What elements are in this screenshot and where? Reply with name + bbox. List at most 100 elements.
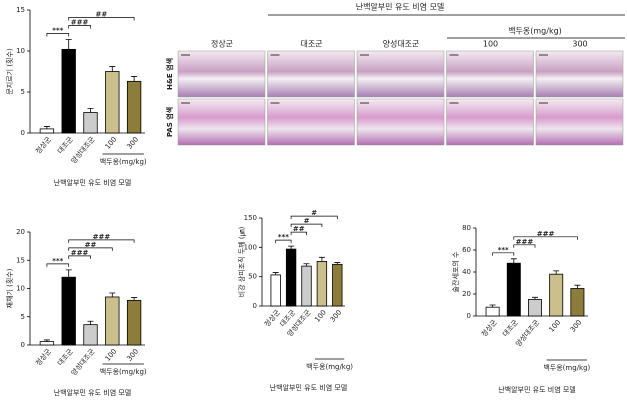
error-bar bbox=[65, 39, 72, 50]
significance-label: ## bbox=[293, 225, 305, 233]
error-bar bbox=[574, 284, 581, 289]
micrograph bbox=[446, 98, 534, 146]
bar bbox=[126, 80, 142, 134]
significance-label: # bbox=[304, 217, 310, 225]
y-tick-label: 10 bbox=[16, 285, 25, 293]
error-bar bbox=[532, 296, 538, 300]
group-label: 백두옹(mg/kg) bbox=[100, 157, 147, 166]
significance-bracket bbox=[46, 33, 70, 37]
significance-bracket bbox=[68, 17, 135, 21]
significance-bracket bbox=[290, 231, 307, 236]
error-bar bbox=[318, 256, 325, 262]
error-bar bbox=[288, 245, 295, 250]
x-tick-label: 100 bbox=[104, 347, 119, 362]
x-tick-label: 300 bbox=[125, 135, 140, 150]
x-axis-label: 난백알부민 유도 비염 모델 bbox=[498, 385, 576, 394]
bar bbox=[549, 273, 564, 317]
error-bar bbox=[87, 320, 94, 325]
histology-title: 난백알부민 유도 비염 모델 bbox=[356, 2, 445, 12]
y-tick-label: 0 bbox=[21, 129, 25, 137]
significance-bracket bbox=[513, 236, 578, 240]
y-tick-label: 40 bbox=[462, 268, 471, 276]
bar bbox=[506, 262, 521, 317]
significance-bracket bbox=[68, 247, 113, 251]
significance-label: ### bbox=[71, 249, 89, 257]
y-tick-label: 80 bbox=[462, 224, 471, 232]
significance-label: ## bbox=[85, 241, 97, 249]
error-bar bbox=[131, 297, 138, 301]
x-axis-label: 난백알부민 유도 비염 모델 bbox=[54, 388, 132, 397]
error-bar bbox=[334, 262, 341, 265]
significance-bracket bbox=[68, 255, 91, 259]
error-bar bbox=[87, 108, 94, 113]
y-tick-label: 0 bbox=[467, 312, 471, 320]
micrograph bbox=[177, 50, 266, 98]
error-bar bbox=[553, 270, 560, 275]
row-label: H&E 염색 bbox=[165, 58, 174, 90]
x-tick-label: 300 bbox=[125, 347, 140, 362]
column-label: 양성대조군 bbox=[383, 40, 420, 49]
x-tick-label: 대조군 bbox=[56, 135, 75, 155]
bar bbox=[570, 288, 585, 317]
error-bar bbox=[65, 269, 72, 278]
y-tick-label: 50 bbox=[248, 273, 257, 281]
micrograph bbox=[356, 50, 445, 98]
y-tick-label: 20 bbox=[462, 290, 471, 298]
group-label: 백두옹(mg/kg) bbox=[100, 367, 147, 376]
bar bbox=[332, 263, 343, 307]
bar bbox=[485, 306, 500, 317]
x-tick-label: 300 bbox=[569, 318, 584, 333]
error-bar bbox=[303, 263, 310, 267]
significance-label: ### bbox=[71, 19, 89, 27]
x-tick-label: 정상군 bbox=[34, 346, 54, 367]
significance-bracket bbox=[68, 25, 91, 29]
bar bbox=[316, 261, 328, 307]
micrograph bbox=[356, 98, 445, 146]
y-tick-label: 5 bbox=[21, 313, 25, 321]
y-tick-label: 0 bbox=[21, 341, 25, 349]
bar bbox=[126, 299, 142, 346]
x-tick-label: 100 bbox=[548, 318, 563, 333]
y-axis-label: 비강 상피조직 두께 (㎛) bbox=[237, 226, 247, 297]
error-bar bbox=[131, 76, 138, 82]
histology-group: 백두옹(mg/kg) bbox=[508, 26, 562, 36]
x-tick-label: 300 bbox=[329, 308, 344, 323]
y-tick-label: 20 bbox=[16, 228, 25, 236]
y-tick-label: 60 bbox=[462, 246, 471, 254]
bar bbox=[83, 112, 98, 134]
group-label: 백두옹(mg/kg) bbox=[306, 362, 353, 371]
bar bbox=[61, 48, 76, 134]
bar bbox=[528, 299, 542, 317]
error-bar bbox=[272, 272, 279, 275]
significance-label: *** bbox=[278, 233, 289, 241]
y-axis-label: 재채기 (횟수) bbox=[5, 268, 14, 308]
x-tick-label: 대조군 bbox=[501, 318, 520, 338]
error-bar bbox=[43, 339, 50, 342]
micrograph bbox=[446, 50, 534, 98]
significance-label: ### bbox=[516, 238, 534, 246]
x-tick-label: 양성대조군 bbox=[69, 134, 97, 165]
y-tick-label: 15 bbox=[16, 6, 25, 14]
significance-label: # bbox=[311, 209, 317, 217]
x-axis-label: 난백알부민 유도 비염 모델 bbox=[270, 383, 348, 392]
significance-label: ### bbox=[537, 230, 555, 238]
bar bbox=[301, 265, 312, 307]
significance-bracket bbox=[275, 239, 292, 244]
micrograph bbox=[267, 50, 355, 98]
x-axis-label: 난백알부민 유도 비염 모델 bbox=[54, 178, 132, 187]
error-bar bbox=[43, 126, 50, 129]
error-bar bbox=[510, 258, 517, 264]
bar bbox=[39, 341, 55, 346]
error-bar bbox=[109, 292, 116, 297]
bar bbox=[83, 324, 98, 346]
y-tick-label: 100 bbox=[244, 243, 257, 251]
significance-bracket bbox=[513, 244, 536, 248]
y-axis-label: 문지르기 (횟수) bbox=[5, 48, 14, 95]
bar bbox=[270, 274, 281, 307]
column-label: 대조군 bbox=[300, 40, 322, 49]
x-tick-label: 정상군 bbox=[262, 307, 282, 328]
x-tick-label: 100 bbox=[313, 308, 328, 323]
column-label: 100 bbox=[483, 40, 498, 49]
significance-label: *** bbox=[52, 257, 63, 265]
significance-label: ### bbox=[93, 233, 111, 241]
